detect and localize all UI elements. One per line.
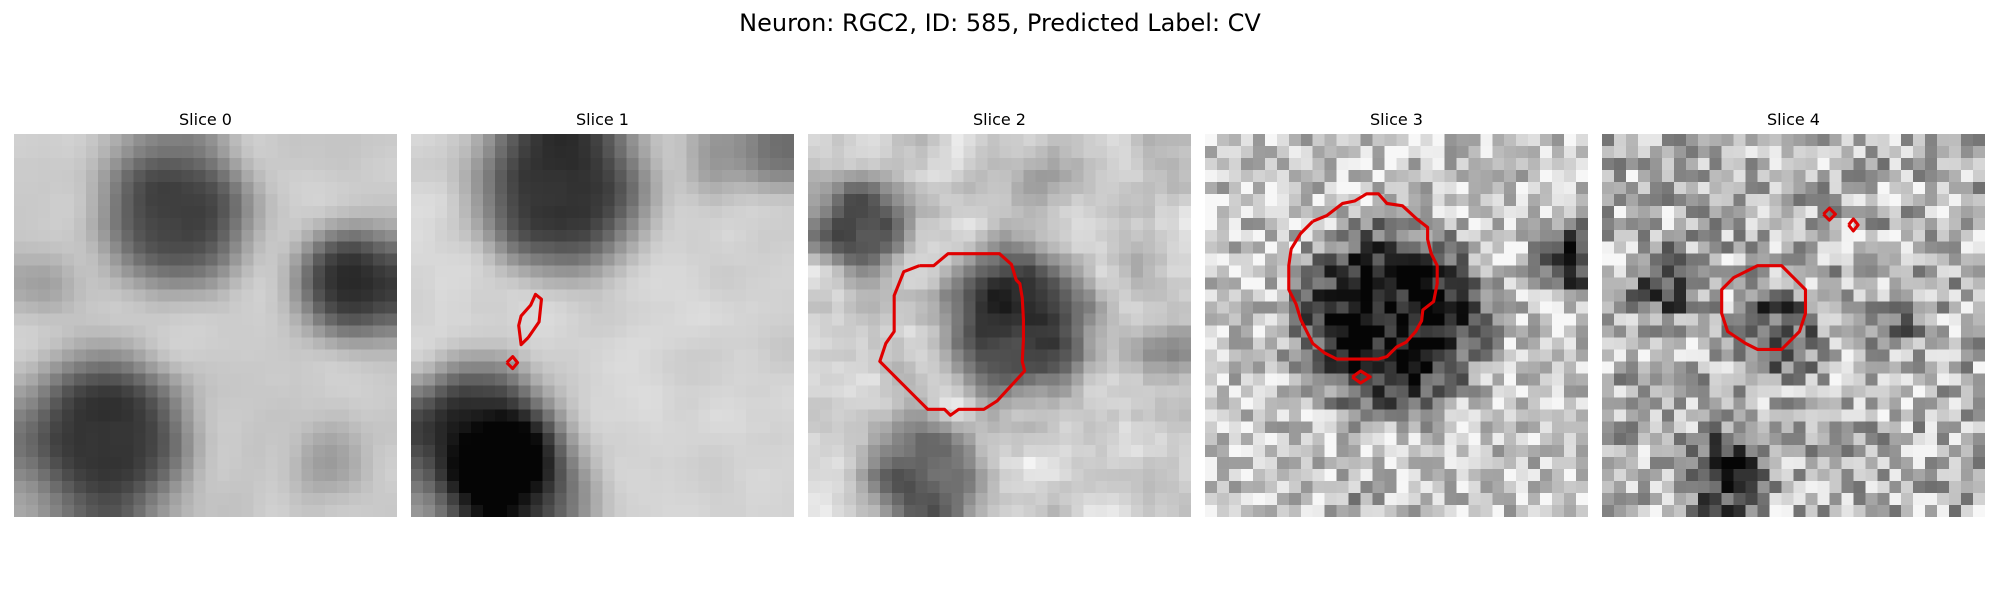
slice-image — [808, 134, 1191, 517]
segmentation-contour — [1720, 264, 1808, 351]
segmentation-contour — [1847, 217, 1860, 233]
slice-title: Slice 3 — [1370, 110, 1423, 129]
slice-panel-0: Slice 0 — [14, 108, 397, 517]
slice-panel-2: Slice 2 — [808, 108, 1191, 517]
slice-image — [1602, 134, 1985, 517]
slice-title: Slice 4 — [1767, 110, 1820, 129]
segmentation-contour — [1351, 369, 1372, 385]
slice-image — [14, 134, 397, 517]
segmentation-contour — [1287, 192, 1439, 361]
slice-title: Slice 1 — [576, 110, 629, 129]
segmentation-contour — [505, 355, 520, 371]
slice-image — [1205, 134, 1588, 517]
figure-title: Neuron: RGC2, ID: 585, Predicted Label: … — [739, 9, 1261, 37]
slice-title: Slice 0 — [179, 110, 232, 129]
segmentation-contour — [517, 292, 544, 347]
slice-image — [411, 134, 794, 517]
slice-title: Slice 2 — [973, 110, 1026, 129]
slice-panel-4: Slice 4 — [1602, 108, 1985, 517]
segmentation-contour — [878, 252, 1027, 417]
segmentation-contour — [1822, 206, 1837, 222]
slice-panel-3: Slice 3 — [1205, 108, 1588, 517]
slice-panel-1: Slice 1 — [411, 108, 794, 517]
